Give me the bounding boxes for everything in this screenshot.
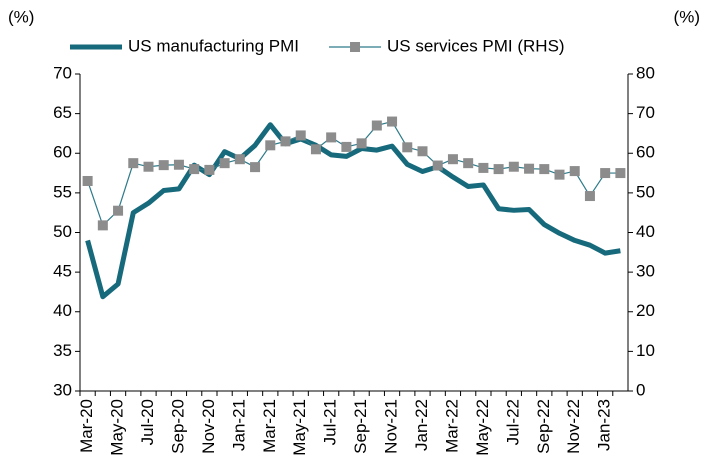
- y-tick-label: 30: [53, 380, 72, 399]
- x-tick-label: Jan-22: [412, 399, 431, 451]
- marker: [97, 220, 108, 231]
- y-tick-label: 60: [53, 143, 72, 162]
- y-tick-label: 40: [53, 301, 72, 320]
- y2-tick-label: 30: [636, 262, 655, 281]
- marker: [402, 142, 413, 153]
- y2-tick-label: 80: [636, 63, 655, 82]
- marker: [615, 168, 626, 179]
- marker: [113, 205, 124, 216]
- marker: [432, 160, 443, 171]
- marker: [173, 159, 184, 170]
- x-tick-label: May-22: [473, 399, 492, 456]
- marker: [493, 164, 504, 175]
- marker: [600, 168, 611, 179]
- x-tick-label: Sep-20: [168, 399, 187, 454]
- y-axis-label: (%): [8, 7, 34, 26]
- x-tick-label: Jul-20: [138, 399, 157, 445]
- x-tick-label: May-21: [290, 399, 309, 456]
- marker: [219, 158, 230, 169]
- marker: [539, 164, 550, 175]
- marker: [128, 158, 139, 169]
- marker: [417, 146, 428, 157]
- y2-tick-label: 70: [636, 103, 655, 122]
- x-tick-label: Jul-22: [503, 399, 522, 445]
- legend-marker: [350, 42, 361, 52]
- marker: [356, 138, 367, 149]
- marker: [204, 164, 215, 175]
- x-tick-label: Jan-23: [595, 399, 614, 451]
- marker: [250, 162, 261, 173]
- marker: [387, 116, 398, 127]
- marker: [158, 160, 169, 171]
- marker: [524, 163, 535, 174]
- x-tick-label: Mar-22: [442, 399, 461, 453]
- series-line: [85, 122, 621, 300]
- y-tick-label: 35: [53, 341, 72, 360]
- y2-axis-label: (%): [674, 7, 700, 26]
- x-tick-label: Nov-21: [382, 399, 401, 454]
- marker: [326, 132, 337, 143]
- x-tick-label: May-20: [108, 399, 127, 456]
- y2-tick-label: 40: [636, 222, 655, 241]
- x-tick-label: Sep-22: [534, 399, 553, 454]
- marker: [569, 166, 580, 177]
- marker: [82, 175, 93, 186]
- marker: [280, 136, 291, 147]
- y-tick-label: 50: [53, 222, 72, 241]
- x-tick-label: Mar-20: [77, 399, 96, 453]
- x-tick-label: Sep-21: [351, 399, 370, 454]
- marker: [234, 154, 245, 165]
- marker: [447, 154, 458, 165]
- x-tick-label: Jan-21: [229, 399, 248, 451]
- marker: [143, 161, 154, 172]
- x-tick-label: Nov-22: [564, 399, 583, 454]
- marker: [189, 164, 200, 175]
- y2-tick-label: 50: [636, 182, 655, 201]
- marker: [584, 191, 595, 202]
- y-tick-label: 55: [53, 182, 72, 201]
- y-tick-label: 65: [53, 103, 72, 122]
- y-tick-label: 45: [53, 262, 72, 281]
- marker: [341, 141, 352, 152]
- legend-label: US services PMI (RHS): [387, 36, 565, 55]
- marker: [310, 144, 321, 155]
- marker: [463, 158, 474, 169]
- marker: [295, 130, 306, 141]
- x-tick-label: Nov-20: [199, 399, 218, 454]
- y-tick-label: 70: [53, 63, 72, 82]
- y2-tick-label: 10: [636, 341, 655, 360]
- x-tick-label: Jul-21: [321, 399, 340, 445]
- y2-tick-label: 0: [636, 380, 645, 399]
- x-tick-label: Mar-21: [260, 399, 279, 453]
- marker: [478, 162, 489, 173]
- legend-label: US manufacturing PMI: [128, 36, 299, 55]
- marker: [371, 120, 382, 131]
- y2-tick-label: 20: [636, 301, 655, 320]
- y2-tick-label: 60: [636, 143, 655, 162]
- marker: [508, 161, 519, 172]
- marker: [265, 140, 276, 151]
- marker: [554, 169, 565, 180]
